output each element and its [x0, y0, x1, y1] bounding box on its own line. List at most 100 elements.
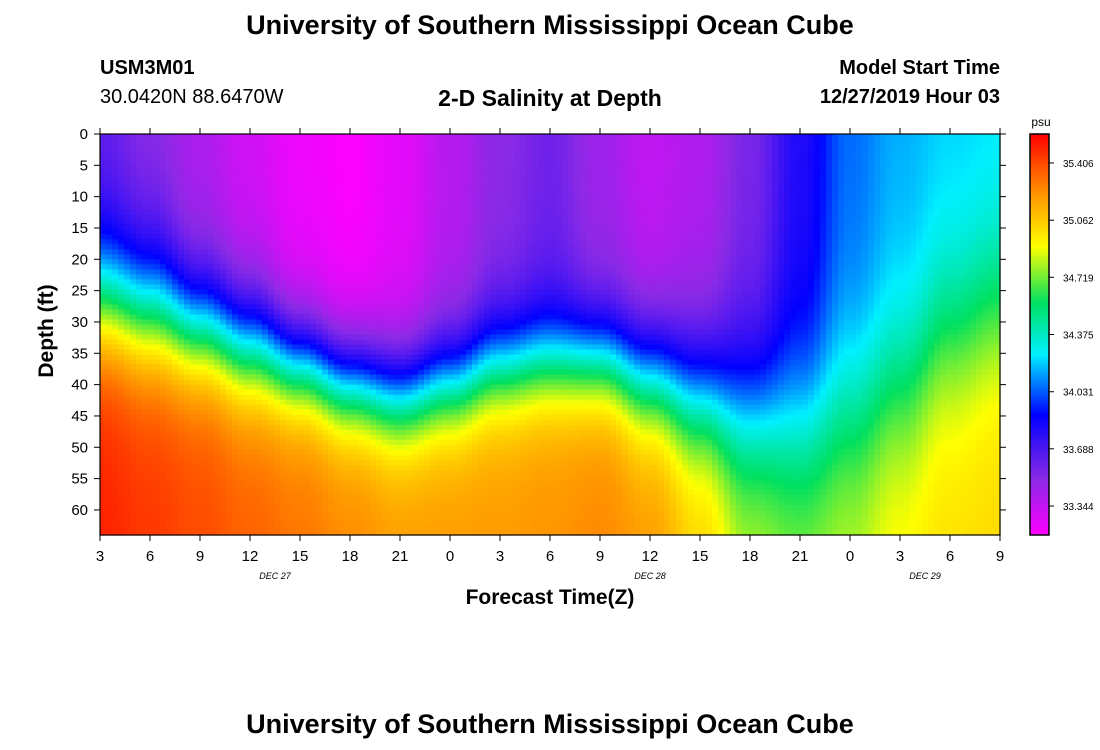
heatmap-cell	[370, 379, 377, 386]
heatmap-cell	[286, 514, 293, 521]
heatmap-cell	[250, 299, 257, 306]
heatmap-cell	[400, 269, 407, 275]
heatmap-cell	[388, 204, 395, 210]
heatmap-cell	[304, 224, 311, 230]
heatmap-cell	[238, 179, 245, 185]
heatmap-cell	[202, 194, 209, 200]
heatmap-cell	[196, 184, 203, 190]
heatmap-cell	[172, 354, 179, 361]
heatmap-cell	[328, 219, 335, 225]
heatmap-cell	[208, 329, 215, 336]
heatmap-cell	[340, 464, 347, 471]
heatmap-cell	[412, 474, 419, 481]
heatmap-cell	[394, 389, 401, 396]
heatmap-cell	[292, 324, 299, 331]
heatmap-cell	[244, 469, 251, 476]
heatmap-cell	[370, 149, 377, 155]
heatmap-cell	[154, 219, 161, 225]
heatmap-cell	[166, 389, 173, 396]
heatmap-cell	[154, 274, 161, 280]
heatmap-cell	[172, 474, 179, 481]
heatmap-cell	[232, 369, 239, 376]
heatmap-cell	[418, 299, 425, 306]
heatmap-cell	[436, 294, 443, 301]
heatmap-cell	[400, 394, 407, 401]
heatmap-cell	[382, 509, 389, 516]
heatmap-cell	[154, 504, 161, 511]
heatmap-cell	[466, 424, 473, 431]
heatmap-cell	[148, 134, 155, 140]
heatmap-cell	[286, 454, 293, 461]
heatmap-cell	[448, 514, 455, 521]
heatmap-cell	[412, 194, 419, 200]
heatmap-cell	[226, 454, 233, 461]
heatmap-cell	[214, 179, 221, 185]
heatmap-cell	[214, 199, 221, 205]
heatmap-cell	[214, 409, 221, 416]
heatmap-cell	[454, 519, 461, 526]
heatmap-cell	[100, 289, 107, 295]
heatmap-cell	[334, 444, 341, 451]
heatmap-cell	[178, 384, 185, 391]
heatmap-cell	[250, 479, 257, 486]
heatmap-cell	[322, 349, 329, 356]
heatmap-cell	[316, 389, 323, 396]
heatmap-cell	[412, 159, 419, 165]
heatmap-cell	[106, 179, 113, 185]
heatmap-cell	[232, 414, 239, 421]
heatmap-cell	[388, 224, 395, 230]
heatmap-cell	[376, 484, 383, 491]
heatmap-cell	[148, 244, 155, 250]
heatmap-cell	[388, 439, 395, 446]
heatmap-cell	[220, 379, 227, 386]
heatmap-cell	[436, 424, 443, 431]
heatmap-cell	[418, 189, 425, 195]
heatmap-cell	[154, 489, 161, 496]
heatmap-cell	[250, 224, 257, 230]
heatmap-cell	[442, 209, 449, 215]
heatmap-cell	[202, 294, 209, 301]
heatmap-cell	[124, 474, 131, 481]
heatmap-cell	[100, 259, 107, 265]
heatmap-cell	[376, 499, 383, 506]
heatmap-cell	[286, 269, 293, 275]
heatmap-cell	[202, 519, 209, 526]
heatmap-cell	[244, 424, 251, 431]
heatmap-cell	[412, 149, 419, 155]
heatmap-cell	[250, 189, 257, 195]
heatmap-cell	[280, 254, 287, 260]
heatmap-cell	[178, 429, 185, 436]
heatmap-cell	[298, 214, 305, 220]
heatmap-cell	[160, 489, 167, 496]
heatmap-cell	[100, 374, 107, 381]
heatmap-cell	[268, 389, 275, 396]
heatmap-cell	[244, 304, 251, 311]
heatmap-cell	[424, 194, 431, 200]
heatmap-cell	[430, 339, 437, 346]
heatmap-cell	[448, 244, 455, 250]
heatmap-cell	[178, 449, 185, 456]
heatmap-cell	[160, 519, 167, 526]
heatmap-cell	[406, 139, 413, 145]
heatmap-cell	[286, 394, 293, 401]
heatmap-cell	[142, 469, 149, 476]
heatmap-cell	[400, 194, 407, 200]
heatmap-cell	[310, 369, 317, 376]
heatmap-cell	[172, 394, 179, 401]
heatmap-cell	[466, 294, 473, 301]
heatmap-cell	[454, 354, 461, 361]
heatmap-cell	[298, 454, 305, 461]
heatmap-cell	[460, 264, 467, 270]
heatmap-cell	[298, 484, 305, 491]
heatmap-cell	[232, 279, 239, 285]
heatmap-cell	[340, 439, 347, 446]
heatmap-cell	[352, 349, 359, 356]
heatmap-cell	[238, 149, 245, 155]
heatmap-cell	[142, 519, 149, 526]
heatmap-cell	[244, 174, 251, 180]
heatmap-cell	[286, 374, 293, 381]
heatmap-cell	[244, 389, 251, 396]
heatmap-cell	[460, 419, 467, 426]
heatmap-cell	[286, 149, 293, 155]
heatmap-cell	[388, 289, 395, 295]
